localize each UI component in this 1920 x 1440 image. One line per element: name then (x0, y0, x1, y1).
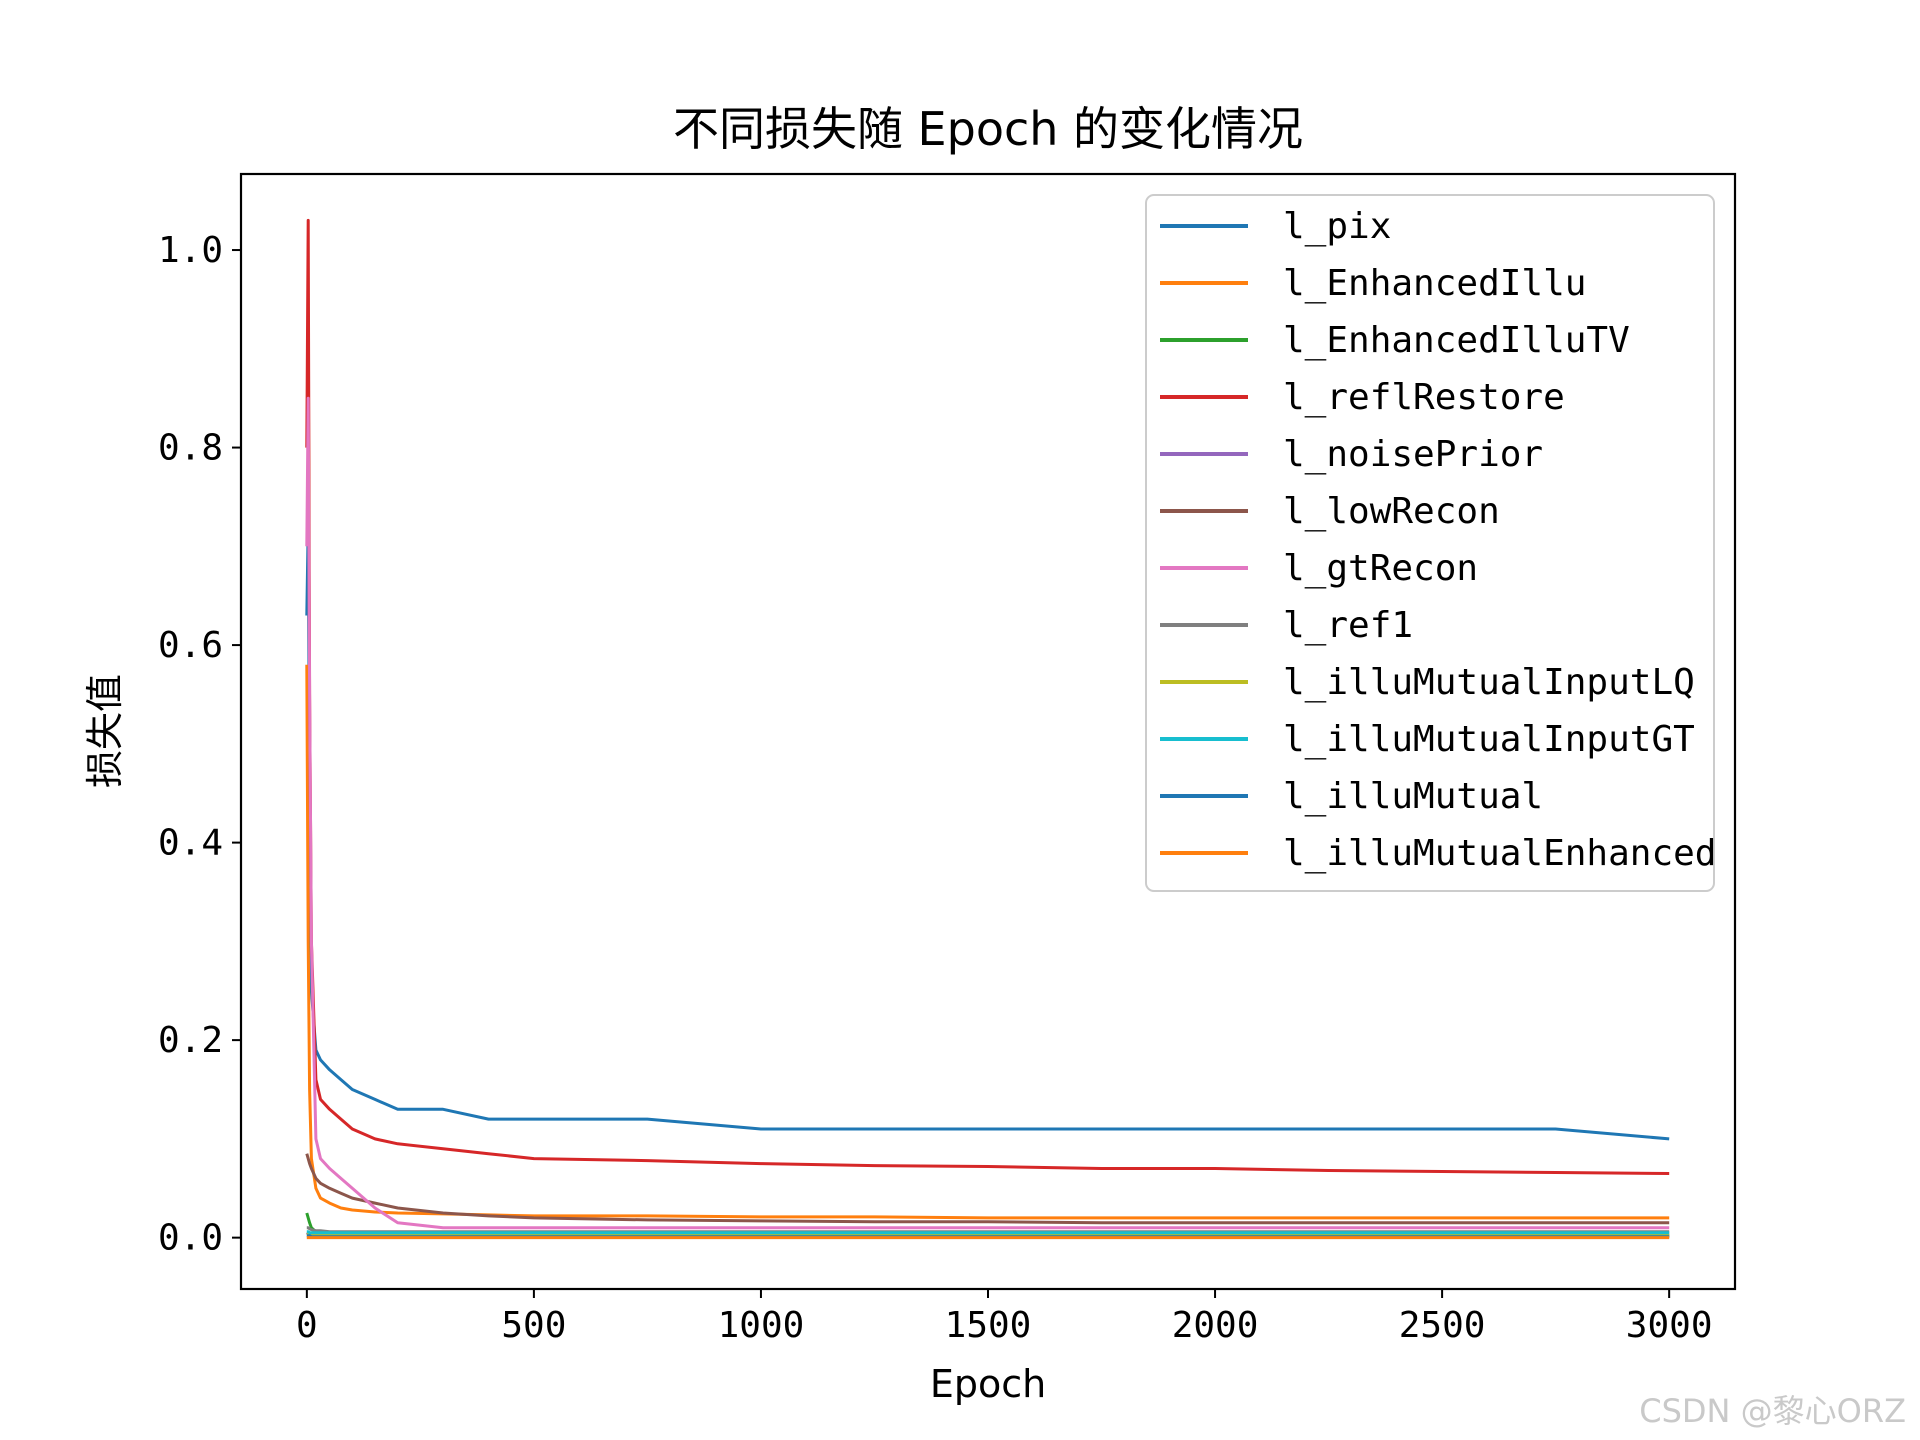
x-tick-label: 1000 (718, 1305, 805, 1346)
y-tick-label: 0.0 (158, 1218, 223, 1259)
y-tick-label: 0.4 (158, 823, 223, 864)
x-tick-label: 0 (296, 1305, 318, 1346)
y-tick-label: 0.6 (158, 625, 223, 666)
series-line-l_gtRecon (305, 396, 1670, 1230)
x-tick-label: 3000 (1626, 1305, 1713, 1346)
legend-label-l_illuMutualInputGT: l_illuMutualInputGT (1283, 719, 1695, 760)
chart-title: 不同损失随 Epoch 的变化情况 (673, 102, 1303, 156)
legend-label-l_gtRecon: l_gtRecon (1283, 548, 1478, 589)
x-tick-label: 1500 (945, 1305, 1032, 1346)
legend-label-l_lowRecon: l_lowRecon (1283, 491, 1500, 532)
y-tick-label: 0.2 (158, 1020, 223, 1061)
x-tick-label: 2500 (1399, 1305, 1486, 1346)
x-axis-label: Epoch (930, 1362, 1046, 1406)
legend-label-l_reflRestore: l_reflRestore (1283, 377, 1565, 418)
series-layer (305, 218, 1670, 1240)
series-line-l_illuMutualInputLQ (306, 1232, 1670, 1237)
legend-box (1145, 194, 1715, 892)
legend-label-l_noisePrior: l_noisePrior (1283, 434, 1543, 475)
series-line-l_illuMutualInputGT (306, 1230, 1670, 1235)
y-axis: 0.0 0.2 0.4 0.6 0.8 1.0 (158, 230, 241, 1259)
legend-label-l_ref1: l_ref1 (1283, 605, 1413, 646)
watermark: CSDN @黎心ORZ (1639, 1392, 1906, 1430)
x-tick-label: 500 (501, 1305, 566, 1346)
series-line-l_lowRecon (305, 1153, 1670, 1225)
legend-label-l_EnhancedIlluTV: l_EnhancedIlluTV (1283, 320, 1630, 361)
legend-label-l_EnhancedIllu: l_EnhancedIllu (1283, 263, 1586, 304)
legend-items: l_pix l_EnhancedIllu l_EnhancedIlluTV l_ref… (1160, 206, 1716, 874)
x-axis: 0 500 1000 1500 2000 2500 3000 (296, 1289, 1713, 1346)
legend-label-l_illuMutual: l_illuMutual (1283, 776, 1543, 817)
y-axis-label: 损失值 (83, 674, 127, 788)
y-tick-label: 1.0 (158, 230, 223, 271)
x-tick-label: 2000 (1172, 1305, 1259, 1346)
legend-label-l_pix: l_pix (1283, 206, 1391, 247)
legend: l_pix l_EnhancedIllu l_EnhancedIlluTV l_ref… (1145, 194, 1716, 892)
legend-label-l_illuMutualInputLQ: l_illuMutualInputLQ (1283, 662, 1695, 703)
legend-label-l_illuMutualEnhanced: l_illuMutualEnhanced (1283, 833, 1716, 874)
y-tick-label: 0.8 (158, 428, 223, 469)
